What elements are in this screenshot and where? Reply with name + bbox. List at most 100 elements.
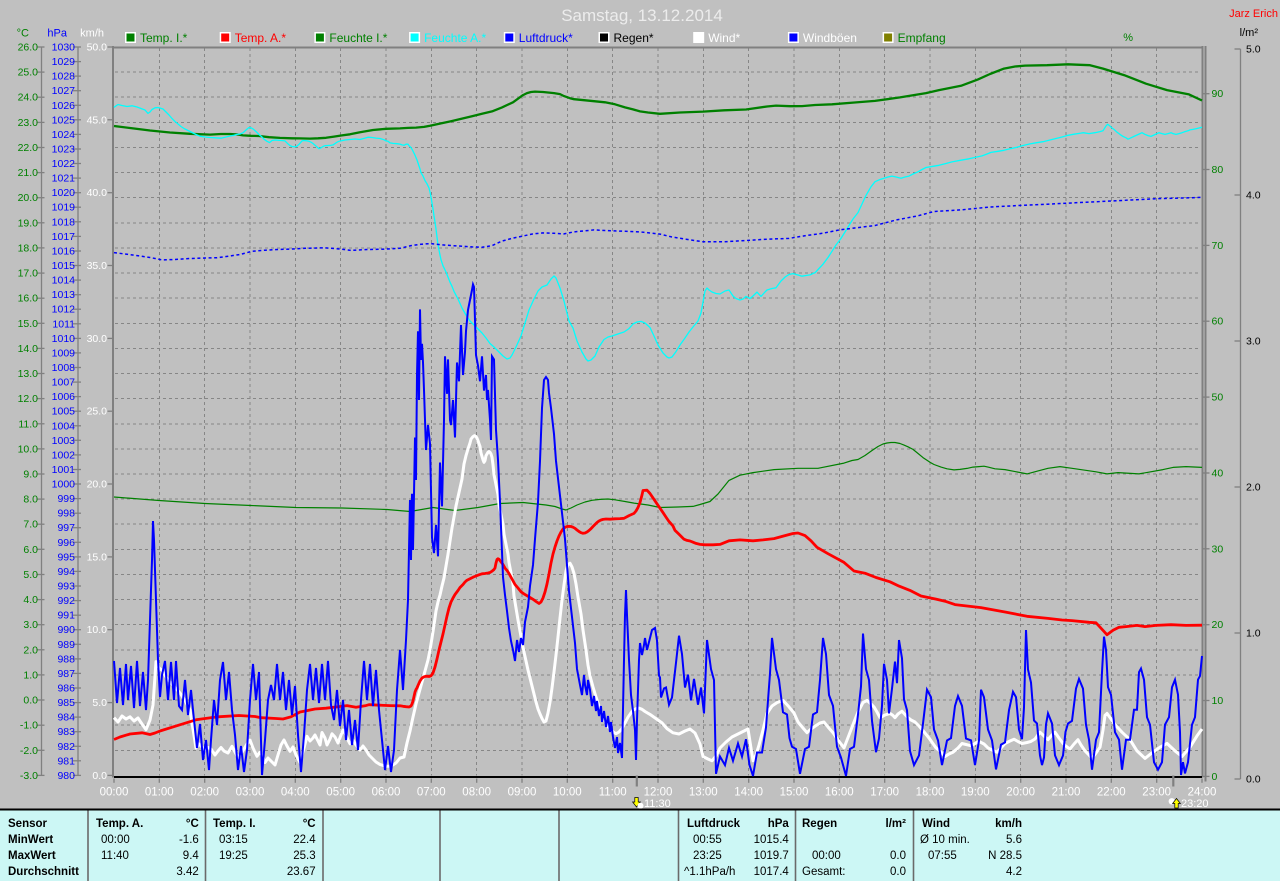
svg-text:1002: 1002 — [52, 449, 76, 461]
svg-text:5.0: 5.0 — [92, 697, 107, 709]
svg-text:Temp. A.: Temp. A. — [96, 818, 143, 830]
svg-text:Temp. A.*: Temp. A.* — [235, 31, 287, 45]
svg-text:20:00: 20:00 — [1006, 787, 1035, 799]
svg-text:30: 30 — [1212, 543, 1224, 555]
svg-text:km/h: km/h — [995, 818, 1022, 830]
svg-text:984: 984 — [57, 712, 75, 724]
svg-text:Feuchte A.*: Feuchte A.* — [424, 31, 486, 45]
svg-text:25.0: 25.0 — [87, 406, 108, 418]
svg-text:8.0: 8.0 — [23, 494, 38, 506]
svg-text:4.0: 4.0 — [23, 594, 38, 606]
svg-text:Feuchte I.*: Feuchte I.* — [329, 31, 387, 45]
svg-text:3.42: 3.42 — [176, 866, 198, 878]
svg-text:0.0: 0.0 — [1246, 774, 1261, 786]
svg-text:5.6: 5.6 — [1006, 834, 1022, 846]
svg-text:1006: 1006 — [52, 391, 76, 403]
svg-text:06:00: 06:00 — [372, 787, 401, 799]
svg-text:Sensor: Sensor — [8, 818, 48, 830]
svg-text:9.4: 9.4 — [183, 850, 200, 862]
svg-text:1007: 1007 — [52, 377, 76, 389]
svg-text:03:00: 03:00 — [236, 787, 265, 799]
svg-text:50.0: 50.0 — [87, 42, 108, 54]
svg-text:1030: 1030 — [52, 42, 76, 54]
svg-text:23:00: 23:00 — [1142, 787, 1171, 799]
svg-text:985: 985 — [57, 697, 75, 709]
svg-text:988: 988 — [57, 653, 75, 665]
svg-text:Gesamt:: Gesamt: — [802, 866, 845, 878]
svg-text:17:00: 17:00 — [870, 787, 899, 799]
svg-text:-2.0: -2.0 — [20, 745, 38, 757]
svg-text:11:30: 11:30 — [644, 798, 671, 810]
svg-text:MinWert: MinWert — [8, 834, 53, 846]
svg-text:4.2: 4.2 — [1006, 866, 1022, 878]
svg-text:1018: 1018 — [52, 216, 76, 228]
svg-text:1017.4: 1017.4 — [754, 866, 790, 878]
svg-text:-1.6: -1.6 — [179, 834, 199, 846]
svg-text:15.0: 15.0 — [87, 551, 108, 563]
svg-text:50: 50 — [1212, 392, 1224, 404]
svg-text:13.0: 13.0 — [18, 368, 39, 380]
svg-text:17.0: 17.0 — [18, 268, 39, 280]
svg-text:997: 997 — [57, 522, 75, 534]
svg-text:998: 998 — [57, 508, 75, 520]
svg-text:1019: 1019 — [52, 202, 76, 214]
svg-text:hPa: hPa — [47, 28, 67, 40]
svg-text:0.0: 0.0 — [890, 866, 906, 878]
svg-text:1028: 1028 — [52, 71, 76, 83]
svg-text:Temp. I.: Temp. I. — [213, 818, 256, 830]
svg-text:1022: 1022 — [52, 158, 76, 170]
svg-text:990: 990 — [57, 624, 75, 636]
svg-text:10: 10 — [1212, 695, 1224, 707]
svg-text:25.0: 25.0 — [18, 67, 39, 79]
svg-text:980: 980 — [57, 770, 75, 782]
svg-text:Durchschnitt: Durchschnitt — [8, 866, 79, 878]
svg-text:40: 40 — [1212, 468, 1224, 480]
svg-text:1004: 1004 — [52, 420, 76, 432]
svg-text:1027: 1027 — [52, 85, 76, 97]
svg-text:26.0: 26.0 — [18, 42, 39, 54]
svg-text:999: 999 — [57, 493, 75, 505]
svg-text:Empfang: Empfang — [898, 31, 946, 45]
svg-text:22.4: 22.4 — [293, 834, 316, 846]
svg-text:00:00: 00:00 — [812, 850, 841, 862]
svg-text:5.0: 5.0 — [1246, 44, 1261, 56]
svg-text:04:00: 04:00 — [281, 787, 310, 799]
svg-text:22.0: 22.0 — [18, 142, 39, 154]
svg-text:N 28.5: N 28.5 — [988, 850, 1022, 862]
svg-text:1009: 1009 — [52, 347, 76, 359]
svg-text:20.0: 20.0 — [87, 479, 108, 491]
svg-text:Wind: Wind — [922, 818, 950, 830]
svg-text:Samstag, 13.12.2014: Samstag, 13.12.2014 — [561, 6, 723, 25]
svg-text:07:00: 07:00 — [417, 787, 446, 799]
svg-text:hPa: hPa — [768, 818, 790, 830]
svg-text:0.0: 0.0 — [92, 770, 107, 782]
svg-text:12.0: 12.0 — [18, 393, 39, 405]
svg-text:19.0: 19.0 — [18, 217, 39, 229]
svg-text:2.0: 2.0 — [23, 644, 38, 656]
svg-text:%: % — [1123, 32, 1133, 44]
svg-text:1026: 1026 — [52, 100, 76, 112]
svg-text:l/m²: l/m² — [886, 818, 907, 830]
svg-text:1016: 1016 — [52, 246, 76, 258]
svg-text:1014: 1014 — [52, 275, 76, 287]
svg-text:23.67: 23.67 — [287, 866, 316, 878]
svg-text:1019.7: 1019.7 — [754, 850, 789, 862]
svg-text:Wind*: Wind* — [708, 31, 740, 45]
svg-text:23:20: 23:20 — [1181, 798, 1209, 810]
svg-text:Jarz Erich: Jarz Erich — [1229, 8, 1278, 20]
svg-text:°C: °C — [303, 818, 316, 830]
svg-text:20: 20 — [1212, 619, 1224, 631]
svg-text:16:00: 16:00 — [825, 787, 854, 799]
svg-text:Ø 10 min.: Ø 10 min. — [920, 834, 970, 846]
svg-text:13:00: 13:00 — [689, 787, 718, 799]
svg-text:1010: 1010 — [52, 333, 76, 345]
svg-text:3.0: 3.0 — [1246, 336, 1261, 348]
svg-text:23.0: 23.0 — [18, 117, 39, 129]
svg-text:^1.1hPa/h: ^1.1hPa/h — [684, 866, 735, 878]
svg-text:40.0: 40.0 — [87, 187, 108, 199]
svg-text:1029: 1029 — [52, 56, 76, 68]
svg-text:6.0: 6.0 — [23, 544, 38, 556]
svg-text:1025: 1025 — [52, 114, 76, 126]
svg-text:11:00: 11:00 — [599, 787, 627, 799]
svg-text:Regen: Regen — [802, 818, 837, 830]
